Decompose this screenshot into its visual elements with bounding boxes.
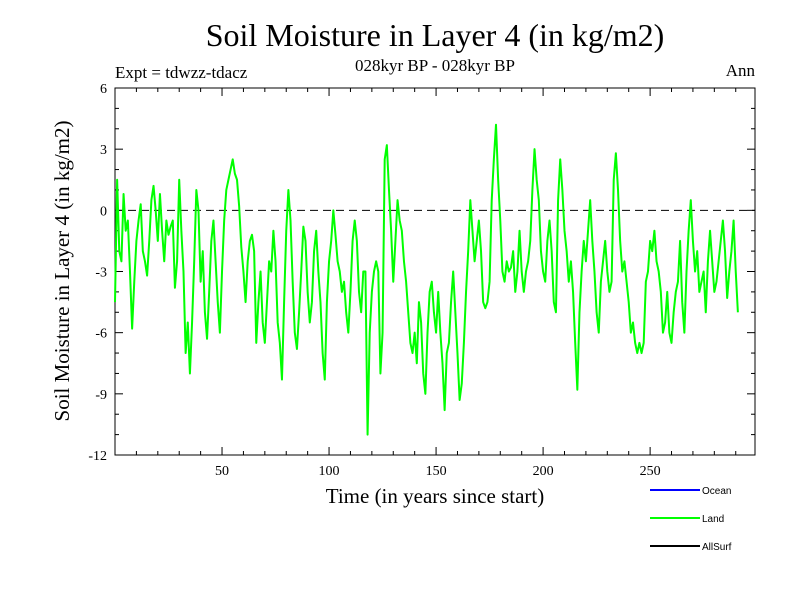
chart-subtitle: 028kyr BP - 028kyr BP [355,56,515,75]
y-axis-tick-labels: -12 -9 -6 -3 0 3 6 [88,82,107,464]
x-tick-label: 100 [319,464,340,479]
y-tick-label: 0 [100,204,107,219]
series-group [114,123,739,436]
x-tick-label: 200 [533,464,554,479]
legend-label-allsurf: AllSurf [702,542,732,553]
x-tick-label: 50 [215,464,229,479]
x-axis-tick-labels: 50 100 150 200 250 [215,464,661,479]
legend-label-ocean: Ocean [702,486,731,497]
season-label: Ann [726,61,756,80]
y-tick-label: -6 [95,327,107,342]
y-tick-label: -9 [95,388,107,403]
y-tick-label: -12 [88,449,107,464]
y-tick-label: 6 [100,82,107,97]
y-tick-label: 3 [100,143,107,158]
legend-label-land: Land [702,514,724,525]
x-axis-label: Time (in years since start) [326,484,545,508]
series-line-land [114,123,739,436]
y-axis-label: Soil Moisture in Layer 4 (in kg/m2) [50,121,74,422]
chart-title: Soil Moisture in Layer 4 (in kg/m2) [206,17,665,53]
x-tick-label: 150 [426,464,447,479]
y-tick-label: -3 [95,266,107,281]
x-tick-label: 250 [640,464,661,479]
legend: Ocean Land AllSurf [650,486,732,553]
experiment-label: Expt = tdwzz-tdacz [115,63,248,82]
